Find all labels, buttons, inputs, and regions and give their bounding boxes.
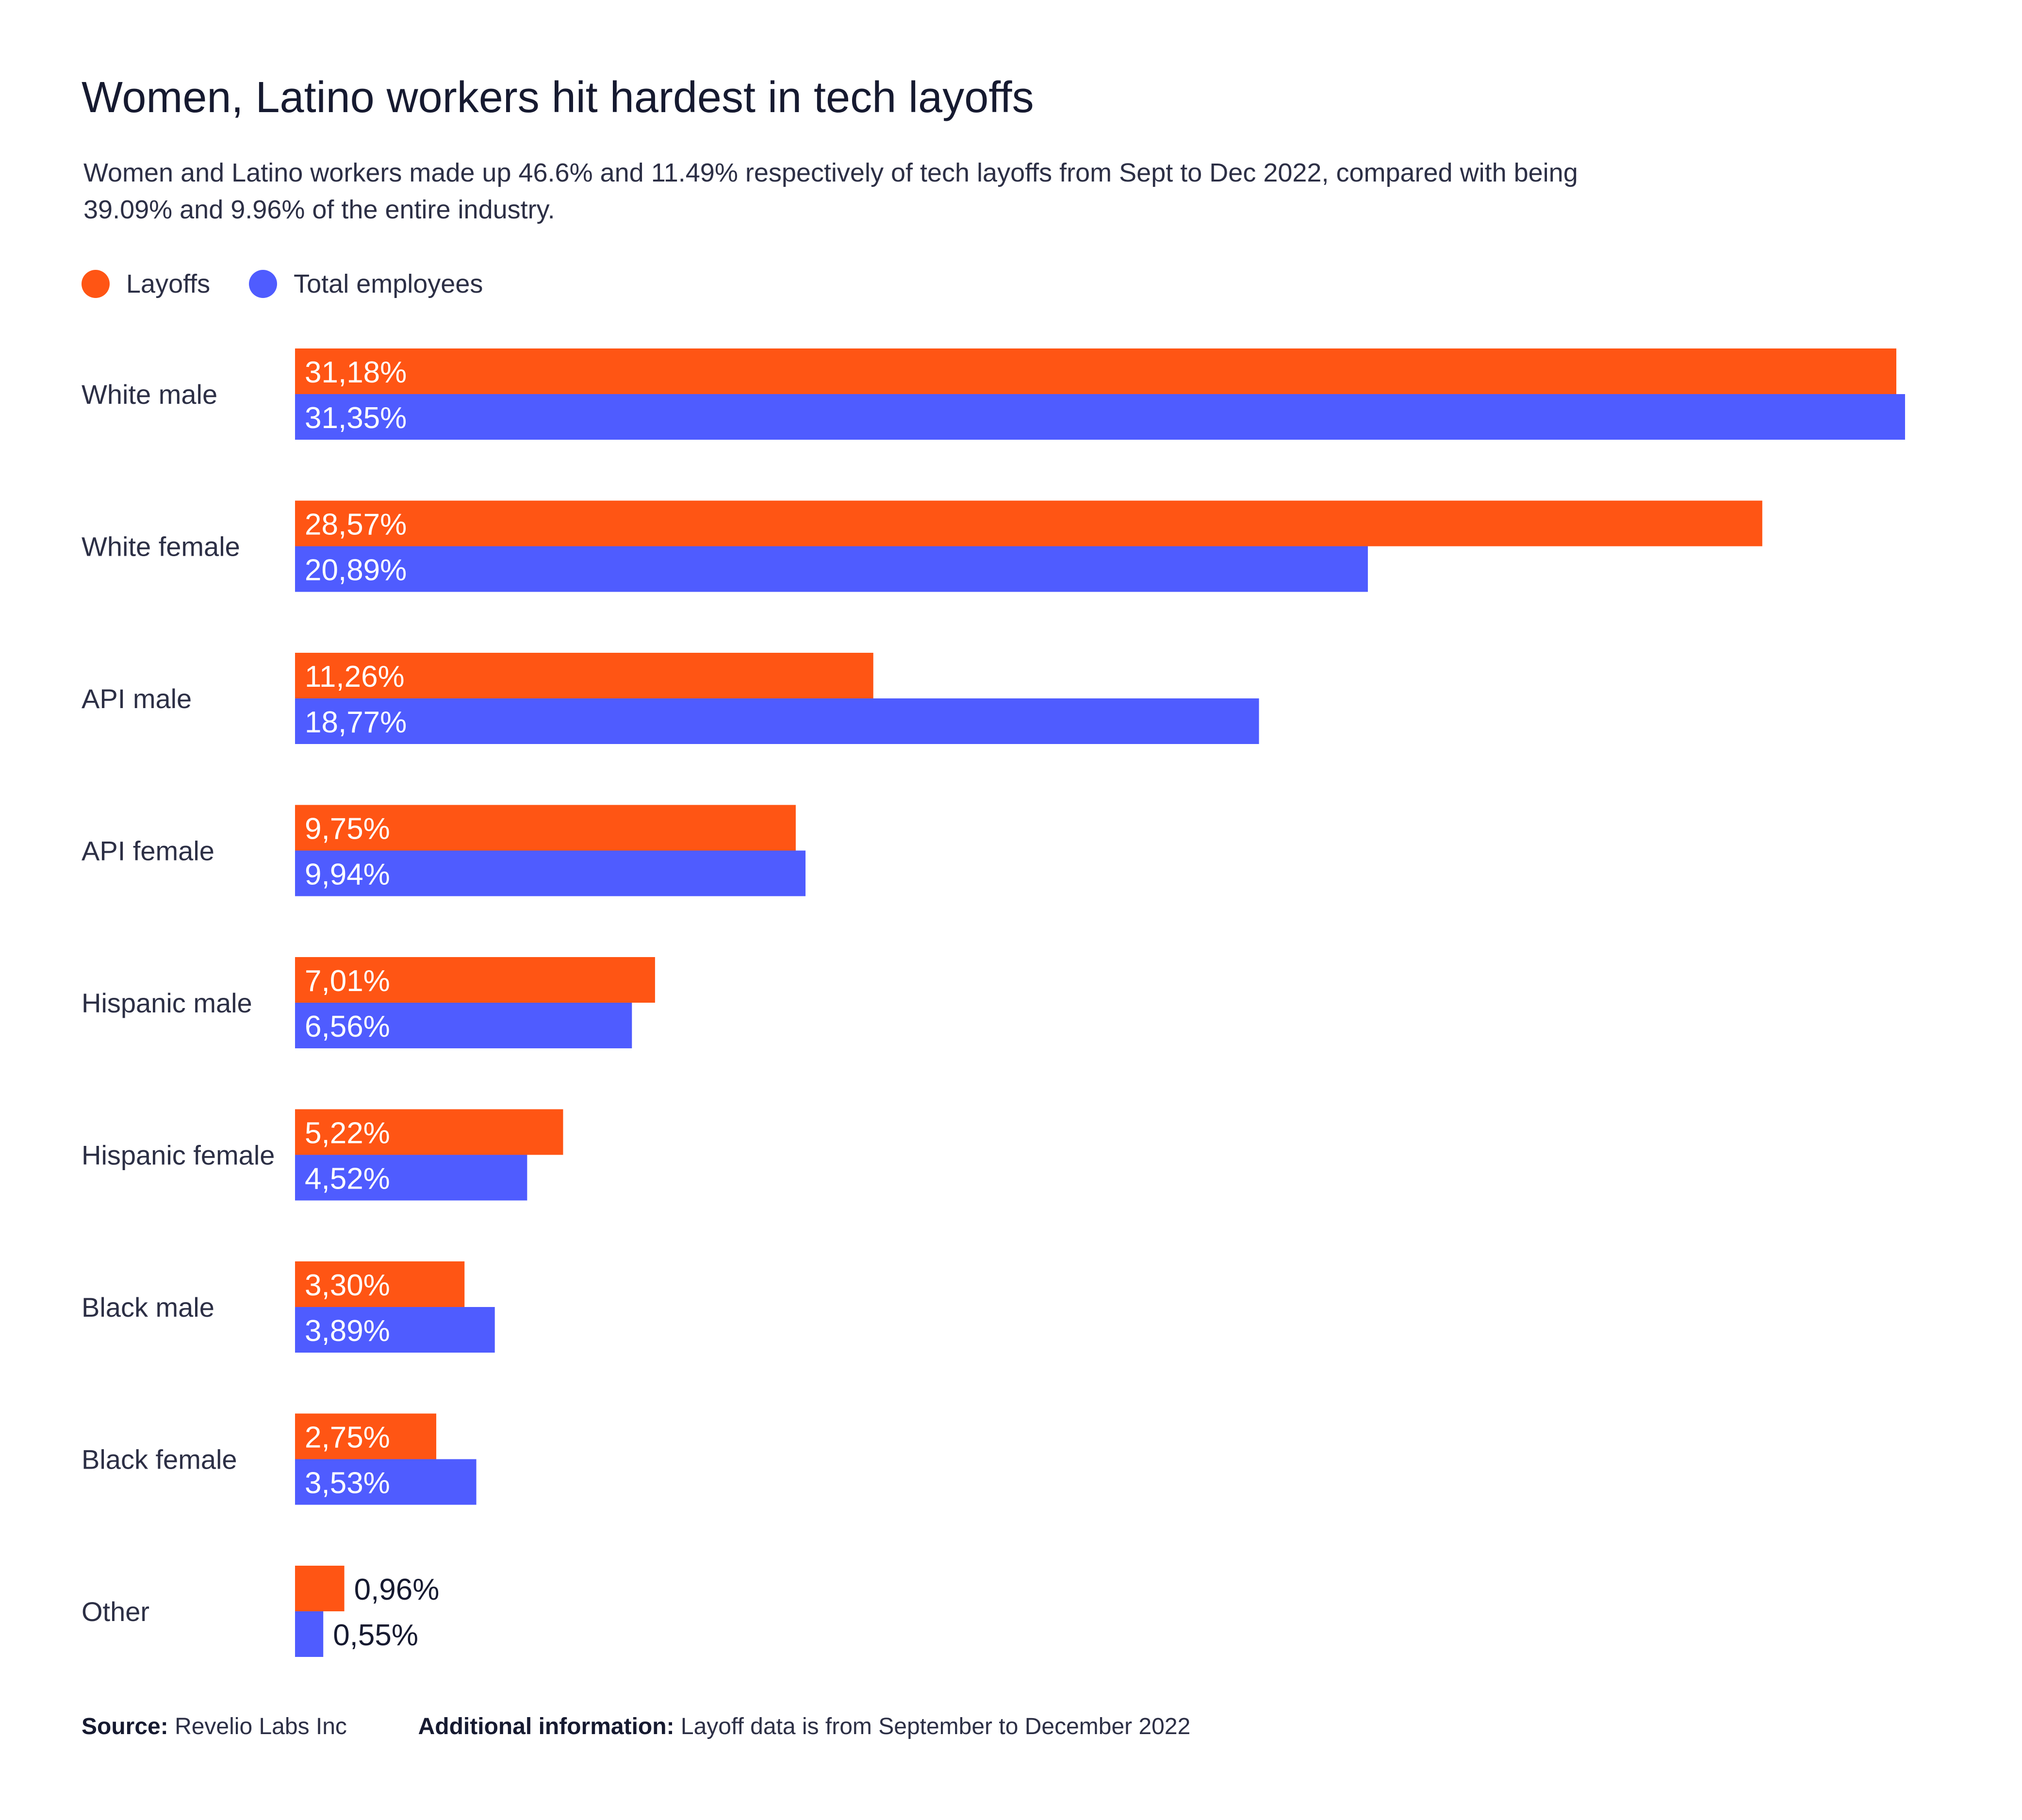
bar-layoffs[interactable]	[295, 805, 796, 851]
value-label-total-employees: 18,77%	[305, 706, 407, 739]
bar-layoffs[interactable]	[295, 1566, 345, 1611]
value-label-layoffs: 9,75%	[305, 812, 390, 846]
bar-layoffs[interactable]	[295, 348, 1897, 394]
value-label-layoffs: 7,01%	[305, 964, 390, 998]
value-label-layoffs: 11,26%	[305, 660, 405, 694]
value-label-total-employees: 31,35%	[305, 401, 407, 435]
category-label: Hispanic female	[82, 1140, 275, 1171]
bar-total-employees[interactable]	[295, 1003, 632, 1048]
value-label-layoffs: 3,30%	[305, 1269, 390, 1302]
value-label-layoffs: 5,22%	[305, 1117, 390, 1150]
bar-layoffs[interactable]	[295, 957, 655, 1003]
value-label-layoffs: 28,57%	[305, 508, 407, 542]
value-label-layoffs: 2,75%	[305, 1421, 390, 1455]
chart-title: Women, Latino workers hit hardest in tec…	[82, 73, 1034, 122]
legend-item-total[interactable]: Total employees	[249, 269, 483, 299]
category-label: Black male	[82, 1292, 214, 1323]
category-label: Other	[82, 1596, 149, 1627]
bar-total-employees[interactable]	[295, 698, 1259, 744]
value-label-total-employees: 4,52%	[305, 1162, 390, 1196]
category-label: Hispanic male	[82, 988, 252, 1018]
category-label: White female	[82, 531, 240, 562]
value-label-total-employees: 6,56%	[305, 1010, 390, 1043]
value-label-total-employees: 0,55%	[333, 1619, 418, 1652]
bar-total-employees[interactable]	[295, 1307, 495, 1353]
legend: Layoffs Total employees	[82, 267, 522, 301]
bar-total-employees[interactable]	[295, 1155, 527, 1201]
category-label: API male	[82, 683, 192, 714]
category-label: White male	[82, 379, 217, 410]
category-label: API female	[82, 836, 214, 866]
legend-label-layoffs: Layoffs	[126, 269, 211, 298]
info-value: Layoff data is from September to Decembe…	[680, 1714, 1191, 1739]
value-label-layoffs: 0,96%	[354, 1573, 440, 1606]
value-label-total-employees: 9,94%	[305, 858, 390, 892]
bar-total-employees[interactable]	[295, 850, 806, 896]
bar-layoffs[interactable]	[295, 1261, 465, 1307]
legend-dot-total	[249, 270, 278, 298]
category-label: Black female	[82, 1444, 237, 1475]
legend-dot-layoffs	[82, 270, 110, 298]
value-label-total-employees: 20,89%	[305, 554, 407, 587]
legend-label-total: Total employees	[294, 269, 483, 298]
footer: Source: Revelio Labs Inc Additional info…	[82, 1713, 1190, 1740]
bar-layoffs[interactable]	[295, 1109, 563, 1155]
bar-total-employees[interactable]	[295, 546, 1368, 592]
bar-layoffs[interactable]	[295, 653, 873, 698]
bar-total-employees[interactable]	[295, 394, 1905, 440]
value-label-layoffs: 31,18%	[305, 356, 407, 389]
bar-layoffs[interactable]	[295, 1413, 437, 1459]
bar-layoffs[interactable]	[295, 500, 1762, 546]
bar-total-employees[interactable]	[295, 1611, 324, 1657]
source-label: Source:	[82, 1714, 168, 1739]
value-label-total-employees: 3,53%	[305, 1467, 390, 1500]
info-label: Additional information:	[418, 1714, 674, 1739]
source-value: Revelio Labs Inc	[175, 1714, 347, 1739]
bar-total-employees[interactable]	[295, 1459, 477, 1505]
chart-subtitle: Women and Latino workers made up 46.6% a…	[83, 158, 1578, 224]
value-label-total-employees: 3,89%	[305, 1314, 390, 1348]
legend-item-layoffs[interactable]: Layoffs	[82, 269, 210, 299]
